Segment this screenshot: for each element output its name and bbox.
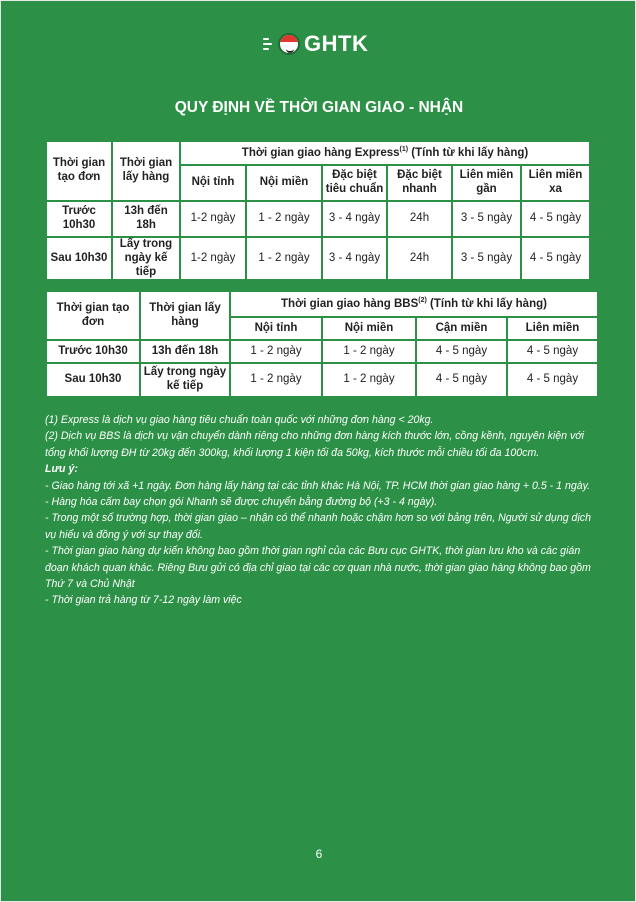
note-item: - Hàng hóa cấm bay chọn gói Nhanh sẽ đượ… [45, 496, 438, 509]
header-pickup-time: Thời gian lấy hàng [111, 140, 181, 202]
cell: 13h đến 18h [139, 339, 231, 364]
bbs-table: Thời gian tạo đơn Thời gian lấy hàng Thờ… [45, 290, 599, 398]
header-create-time: Thời gian tạo đơn [45, 290, 141, 341]
speed-lines-icon [263, 38, 272, 50]
notes: (1) Express là dịch vụ giao hàng tiêu ch… [45, 412, 605, 609]
note-item: - Thời gian giao hàng dự kiến không bao … [45, 545, 591, 591]
cell: 1 - 2 ngày [245, 235, 323, 282]
note-item: - Thời gian trả hàng từ 7-12 ngày làm vi… [45, 594, 242, 607]
cell: 3 - 5 ngày [451, 200, 522, 238]
note-express: (1) Express là dịch vụ giao hàng tiêu ch… [45, 414, 434, 426]
note-item: - Giao hàng tới xã +1 ngày. Đơn hàng lấy… [45, 479, 591, 492]
notes-heading: Lưu ý: [45, 463, 78, 476]
cell: 3 - 5 ngày [451, 235, 522, 282]
cell: 4 - 5 ngày [519, 235, 592, 282]
cell: 1 - 2 ngày [321, 362, 417, 398]
cell: 24h [386, 200, 453, 238]
subheader: Đặc biệt tiêu chuẩn [321, 164, 388, 202]
ghtk-logo: GHTK [263, 31, 368, 57]
cell: Trước 10h30 [45, 339, 141, 364]
cell: 3 - 4 ngày [321, 235, 388, 282]
header-pickup-time: Thời gian lấy hàng [139, 290, 231, 341]
express-table: Thời gian tạo đơn Thời gian lấy hàng Thờ… [45, 140, 592, 282]
subheader: Nội tỉnh [229, 316, 323, 341]
cell: 4 - 5 ngày [506, 362, 599, 398]
cell: 13h đến 18h [111, 200, 181, 238]
cell: 3 - 4 ngày [321, 200, 388, 238]
table-row: Trước 10h30 13h đến 18h 1-2 ngày 1 - 2 n… [45, 200, 592, 238]
cell: 1 - 2 ngày [229, 339, 323, 364]
logo-text: GHTK [304, 31, 369, 56]
subheader: Nội miền [321, 316, 417, 341]
cell: 4 - 5 ngày [519, 200, 592, 238]
cell: 4 - 5 ngày [506, 339, 599, 364]
table-row: Sau 10h30 Lấy trong ngày kế tiếp 1-2 ngà… [45, 235, 592, 282]
header-express-group: Thời gian giao hàng Express(1) (Tính từ … [178, 140, 592, 166]
mascot-face-icon [278, 33, 300, 55]
cell: 1 - 2 ngày [245, 200, 323, 238]
subheader: Cận miền [415, 316, 508, 341]
table-row: Sau 10h30 Lấy trong ngày kế tiếp 1 - 2 n… [45, 362, 599, 398]
header-create-time: Thời gian tạo đơn [45, 140, 113, 202]
subheader: Liên miền xa [519, 164, 592, 202]
page-number: 6 [315, 847, 323, 861]
cell: 1-2 ngày [179, 235, 247, 282]
page-title: QUY ĐỊNH VỀ THỜI GIAN GIAO - NHẬN [174, 99, 464, 116]
cell: 4 - 5 ngày [415, 362, 508, 398]
subheader: Liên miền [506, 316, 599, 341]
cell: 4 - 5 ngày [415, 339, 508, 364]
subheader: Nội miền [245, 164, 323, 202]
cell: 1 - 2 ngày [229, 362, 323, 398]
cell: 1 - 2 ngày [321, 339, 417, 364]
subheader: Đặc biệt nhanh [386, 164, 453, 202]
note-item: - Trong một số trường hợp, thời gian gia… [45, 512, 591, 541]
cell: 24h [386, 235, 453, 282]
cell: Lấy trong ngày kế tiếp [111, 235, 181, 282]
table-row: Trước 10h30 13h đến 18h 1 - 2 ngày 1 - 2… [45, 339, 599, 364]
cell: 1-2 ngày [179, 200, 247, 238]
note-bbs: (2) Dịch vụ BBS là dịch vụ vận chuyển dà… [45, 430, 585, 459]
subheader: Nội tỉnh [179, 164, 247, 202]
cell: Trước 10h30 [45, 200, 113, 238]
header-bbs-group: Thời gian giao hàng BBS(2) (Tính từ khi … [229, 290, 599, 318]
cell: Sau 10h30 [45, 235, 113, 282]
subheader: Liên miền gần [451, 164, 522, 202]
cell: Lấy trong ngày kế tiếp [139, 362, 231, 398]
cell: Sau 10h30 [45, 362, 141, 398]
